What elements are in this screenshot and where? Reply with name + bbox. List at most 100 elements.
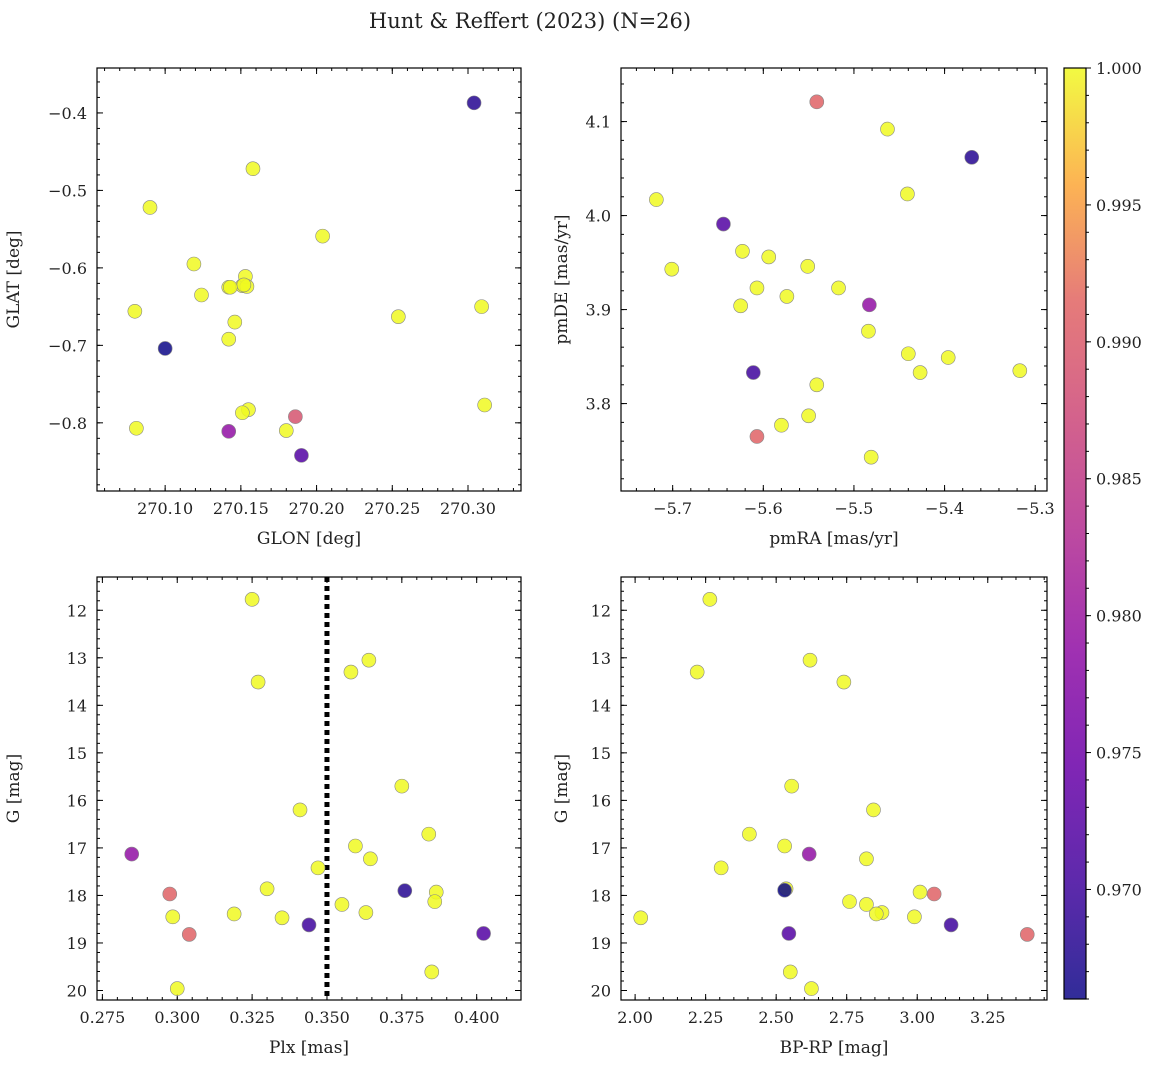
- data-point: [801, 846, 817, 862]
- data-point: [862, 297, 877, 313]
- y-tick-label: 14: [67, 696, 87, 715]
- data-point: [162, 886, 178, 902]
- x-tick-label: −5.6: [744, 499, 783, 518]
- data-point: [842, 894, 857, 909]
- data-point: [274, 910, 290, 926]
- data-point: [777, 838, 792, 854]
- data-point: [391, 309, 406, 324]
- y-axis-label: GLAT [deg]: [4, 230, 24, 328]
- y-tick-label: −0.5: [48, 181, 87, 200]
- data-point: [245, 161, 261, 177]
- colorbar-ticks: 0.970 0.975 0.980 0.985 0.990 0.995 1.000: [1086, 59, 1142, 1000]
- data-point: [343, 664, 359, 680]
- data-point: [221, 424, 237, 439]
- x-tick-label: −5.5: [835, 499, 874, 518]
- axes-frame: [620, 67, 1048, 492]
- data-point: [424, 964, 440, 980]
- y-tick-label: −0.4: [48, 104, 87, 123]
- data-point: [235, 405, 250, 421]
- data-point: [288, 409, 303, 424]
- y-tick-label: 15: [67, 744, 87, 763]
- y-tick-label: −0.7: [48, 336, 87, 355]
- data-point: [943, 917, 959, 933]
- data-point: [836, 674, 852, 690]
- data-point: [292, 802, 308, 818]
- data-point: [1012, 363, 1028, 378]
- data-point: [394, 778, 410, 794]
- x-tick-label: 0.400: [454, 1008, 500, 1027]
- figure-title: Hunt & Reffert (2023) (N=26): [369, 9, 691, 33]
- y-tick-label: 3.9: [586, 301, 611, 320]
- data-point: [689, 664, 705, 680]
- data-point: [912, 884, 928, 900]
- y-tick-label: 13: [67, 649, 87, 668]
- panel-color-magnitude: 2.00 2.25 2.50 2.75 3.00 3.25 12 13 14 15 16 17 18 19…: [552, 576, 1048, 1058]
- y-tick-label: 16: [67, 791, 87, 810]
- y-tick-label: 18: [67, 886, 87, 905]
- data-point: [397, 883, 413, 898]
- x-tick-label: 0.275: [79, 1008, 125, 1027]
- data-point: [250, 674, 266, 690]
- data-point: [310, 860, 326, 876]
- data-point: [761, 249, 777, 265]
- data-point: [859, 897, 874, 912]
- x-tick-label: 2.00: [617, 1008, 653, 1027]
- data-point: [742, 826, 757, 842]
- data-point: [358, 905, 374, 920]
- data-point: [964, 150, 980, 165]
- x-tick-label: 270.20: [289, 499, 345, 518]
- data-point: [801, 408, 816, 424]
- data-point: [869, 906, 884, 922]
- data-point: [774, 417, 789, 433]
- data-point: [746, 365, 761, 380]
- data-point: [474, 299, 489, 314]
- data-point: [800, 259, 816, 274]
- colorbar-tick-label: 0.975: [1096, 744, 1142, 763]
- data-point: [900, 186, 915, 202]
- x-tick-label: 270.15: [213, 499, 269, 518]
- data-point: [777, 882, 792, 898]
- panel-proper-motion: −5.7 −5.6 −5.5 −5.4 −5.3 3.8 3.9 4.0 4.1 pmRA [ma…: [552, 67, 1055, 549]
- x-axis-label: BP-RP [mag]: [780, 1038, 889, 1058]
- colorbar-tick-label: 0.995: [1096, 196, 1142, 215]
- data-point: [809, 94, 825, 110]
- x-tick-label: 2.50: [758, 1008, 794, 1027]
- x-axis-label: Plx [mas]: [269, 1038, 349, 1058]
- data-point: [222, 279, 238, 295]
- y-axis-label: pmDE [mas/yr]: [552, 214, 572, 344]
- data-point: [169, 981, 185, 996]
- data-point: [186, 256, 202, 272]
- y-tick-label: 4.1: [586, 113, 611, 132]
- y-tick-label: 12: [591, 601, 611, 620]
- data-point: [315, 228, 330, 244]
- x-tick-label: 270.25: [364, 499, 420, 518]
- data-point: [259, 881, 275, 897]
- y-tick-label: −0.6: [48, 259, 87, 278]
- y-tick-label: 17: [67, 839, 87, 858]
- axes-frame: [620, 576, 1048, 1001]
- data-point: [129, 420, 144, 436]
- y-tick-label: −0.8: [48, 414, 87, 433]
- data-point: [194, 287, 209, 303]
- data-point: [236, 277, 252, 293]
- data-point: [278, 423, 294, 438]
- data-point: [735, 244, 750, 259]
- data-point: [301, 917, 317, 933]
- y-tick-label: 19: [67, 934, 87, 953]
- colorbar-tick-label: 0.990: [1096, 333, 1142, 352]
- data-point: [1019, 927, 1035, 942]
- colorbar: 0.970 0.975 0.980 0.985 0.990 0.995 1.000: [1063, 59, 1142, 1000]
- axes-frame: [96, 67, 522, 492]
- x-tick-label: 270.10: [137, 499, 193, 518]
- data-point: [226, 906, 242, 922]
- x-tick-label: 0.300: [154, 1008, 200, 1027]
- y-axis-label: G [mag]: [552, 754, 572, 823]
- y-tick-label: 3.8: [586, 395, 611, 414]
- data-point: [781, 926, 797, 941]
- x-tick-label: 2.75: [829, 1008, 865, 1027]
- data-point: [244, 592, 260, 607]
- data-point: [804, 981, 819, 996]
- data-point: [294, 448, 309, 463]
- data-point: [831, 280, 846, 296]
